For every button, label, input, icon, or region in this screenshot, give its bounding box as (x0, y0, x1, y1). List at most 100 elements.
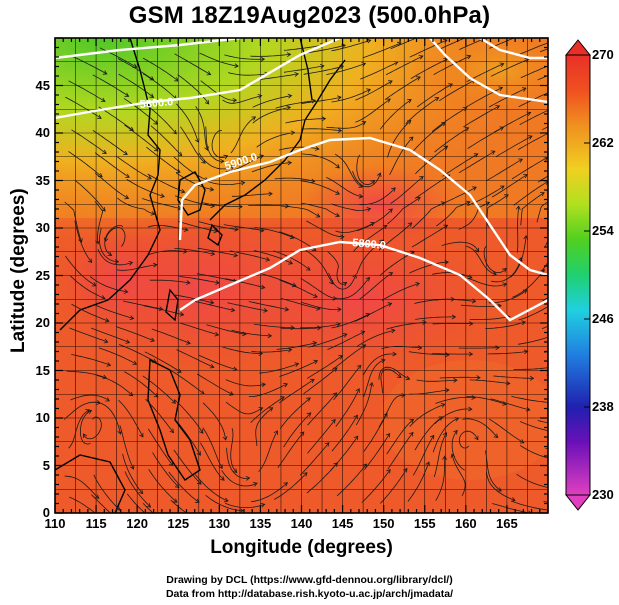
streamline-arrowhead (474, 435, 479, 441)
streamline (385, 55, 423, 76)
streamline-arrowhead (251, 116, 257, 121)
streamline (519, 109, 548, 125)
streamline-arrowhead (425, 461, 430, 467)
y-tick-label: 10 (35, 410, 50, 425)
x-tick-label: 110 (44, 516, 66, 531)
streamline-arrowhead (526, 111, 532, 117)
streamline (283, 44, 325, 51)
streamline (305, 250, 334, 285)
streamline-arrowhead (194, 138, 200, 143)
streamline (519, 42, 548, 55)
streamline-arrowhead (229, 391, 234, 396)
streamline-arrowhead (376, 172, 382, 178)
streamline-arrowhead (551, 129, 555, 133)
streamline-arrowhead (153, 147, 159, 152)
streamline-arrowhead (152, 358, 157, 363)
streamline-arrowhead (416, 196, 421, 201)
streamline (389, 136, 414, 175)
streamline-arrowhead (524, 58, 530, 63)
streamline-arrowhead (128, 260, 134, 266)
streamline-arrowhead (125, 339, 131, 344)
streamline-arrowhead (540, 192, 545, 197)
streamline (435, 396, 476, 404)
streamline (434, 408, 472, 425)
streamline (248, 383, 288, 397)
streamline-arrowhead (209, 363, 215, 369)
contour-north-edge (55, 38, 241, 60)
streamline (180, 126, 206, 164)
streamline (142, 57, 179, 82)
streamline-arrowhead (342, 282, 348, 287)
streamline-arrowhead (215, 280, 220, 285)
streamline (330, 203, 371, 211)
streamline-arrowhead (403, 467, 408, 473)
streamline-arrowhead (232, 97, 238, 103)
streamline (432, 353, 473, 355)
streamline-arrowhead (78, 238, 83, 243)
streamline (74, 220, 93, 263)
streamline (416, 83, 453, 108)
streamline (274, 177, 315, 182)
streamline-arrowhead (553, 333, 557, 337)
streamline-arrowhead (180, 188, 186, 194)
streamline-arrowhead (158, 306, 164, 312)
streamline-arrowhead (261, 382, 266, 388)
streamline (486, 158, 523, 182)
grid-lines (55, 38, 548, 513)
streamline (518, 92, 548, 108)
coastline-kyushu (207, 223, 223, 247)
streamline-arrowhead (332, 392, 338, 397)
streamline (256, 132, 295, 148)
streamline (252, 106, 291, 124)
streamline (279, 231, 317, 251)
streamline-arrowhead (551, 486, 555, 490)
streamline (174, 248, 215, 255)
streamline (145, 103, 177, 135)
streamline-arrowhead (149, 93, 155, 98)
streamline (92, 74, 129, 97)
streamline-arrowhead (393, 61, 399, 66)
streamline (492, 503, 532, 513)
streamline (435, 456, 446, 501)
axis-tick-marks (54, 37, 549, 514)
streamline-arrowhead (117, 430, 122, 435)
streamline (451, 454, 466, 497)
streamline (225, 401, 263, 415)
streamline (408, 351, 450, 356)
streamline (409, 39, 448, 58)
streamline (520, 192, 545, 226)
streamline (434, 127, 469, 153)
streamline (122, 300, 163, 310)
streamline (415, 316, 456, 320)
streamline-arrowhead (495, 105, 501, 110)
streamline-arrowhead (294, 72, 299, 77)
streamline (387, 120, 412, 158)
streamline-arrowhead (101, 207, 106, 212)
streamline-arrowhead (396, 373, 402, 378)
streamline-arrowhead (290, 130, 296, 136)
streamline-arrowhead (554, 458, 558, 462)
streamline (224, 54, 265, 60)
streamline-arrowhead (355, 388, 360, 393)
streamline (517, 132, 548, 150)
streamline-arrowhead (407, 99, 412, 104)
streamline-arrowhead (499, 62, 505, 67)
streamline (147, 173, 185, 193)
streamline (259, 363, 299, 374)
streamline-arrowhead (453, 429, 458, 435)
streamline-arrowhead (289, 234, 295, 240)
streamline (439, 38, 466, 50)
streamline-arrowhead (522, 289, 528, 294)
streamline (196, 373, 234, 396)
streamline (225, 379, 266, 387)
streamline-arrowhead (206, 70, 212, 76)
streamline (363, 359, 386, 397)
streamline-arrowhead (409, 431, 414, 437)
streamline (518, 336, 548, 345)
streamline (413, 122, 446, 152)
streamline-arrowhead (129, 126, 134, 131)
streamline-arrowhead (257, 94, 263, 99)
streamline-arrowhead (238, 204, 243, 210)
streamline (275, 100, 316, 109)
streamline (352, 171, 381, 188)
